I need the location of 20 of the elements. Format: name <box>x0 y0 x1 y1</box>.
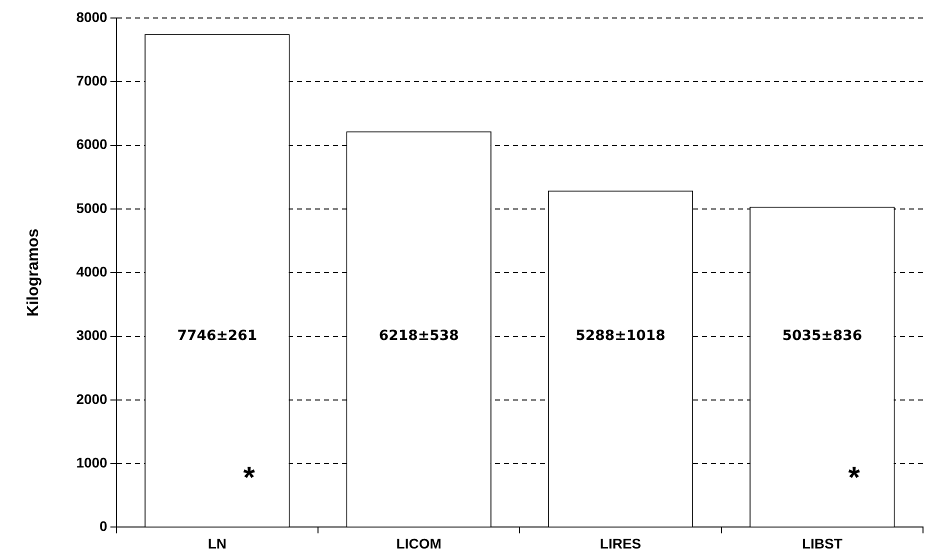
x-tick-label: LICOM <box>396 535 442 552</box>
y-tick-label: 1000 <box>76 454 108 470</box>
data-label: 7746±261 <box>177 328 258 344</box>
y-tick-label: 4000 <box>76 263 108 280</box>
data-label: 5288±1018 <box>576 328 666 344</box>
x-tick-label: LIRES <box>600 535 642 552</box>
y-tick-label: 6000 <box>76 136 108 152</box>
data-label: 5035±836 <box>782 328 862 344</box>
y-tick-label: 7000 <box>76 72 108 89</box>
y-tick-label: 0 <box>100 518 108 534</box>
y-tick-label: 3000 <box>76 327 108 344</box>
annotation: * <box>243 461 256 494</box>
y-tick-label: 5000 <box>76 200 108 216</box>
y-axis-title: Kilogramos <box>25 228 42 317</box>
annotation: * <box>848 461 860 494</box>
y-tick-label: 8000 <box>76 8 108 25</box>
y-tick-label: 2000 <box>76 390 108 407</box>
data-label: 6218±538 <box>378 328 459 344</box>
x-tick-label: LN <box>208 535 227 552</box>
x-tick-label: LIBST <box>802 535 843 552</box>
